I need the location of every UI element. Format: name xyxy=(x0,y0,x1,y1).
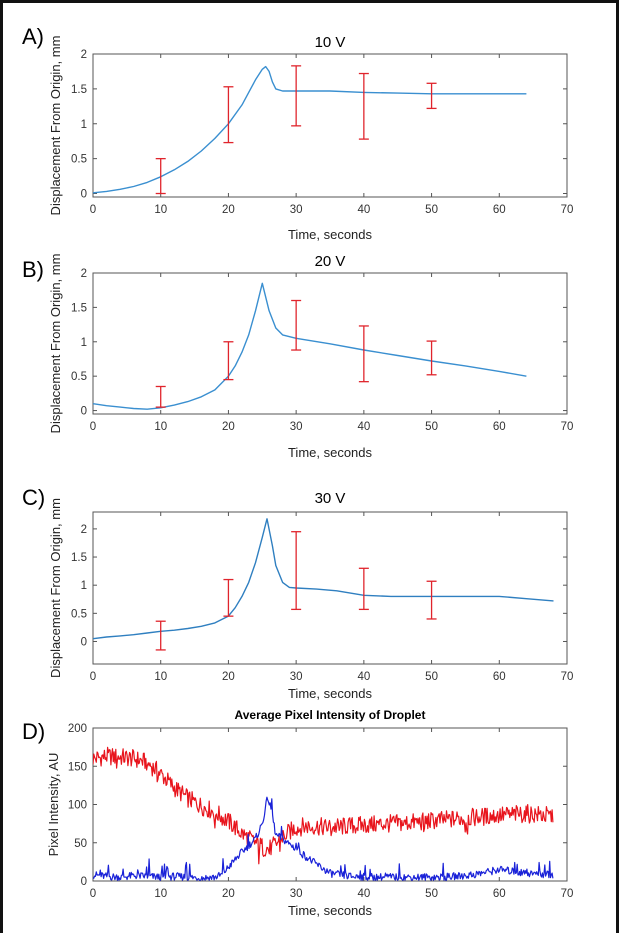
series-line-1 xyxy=(93,518,554,640)
chart-title: 30 V xyxy=(315,490,346,507)
error-bar xyxy=(155,157,166,195)
error-bar xyxy=(155,385,166,408)
x-axis-label: Time, seconds xyxy=(288,227,373,242)
series-line-1 xyxy=(93,746,554,865)
x-tick-label: 60 xyxy=(493,671,506,683)
x-tick-label: 50 xyxy=(425,888,438,900)
plot-area xyxy=(92,53,568,198)
y-tick-label: 0 xyxy=(81,876,87,888)
y-tick-label: 0 xyxy=(81,406,87,418)
y-tick-label: 1 xyxy=(81,119,87,131)
error-bar xyxy=(223,578,234,617)
y-tick-label: 2 xyxy=(81,268,87,280)
x-tick-label: 30 xyxy=(290,888,303,900)
error-bar xyxy=(291,299,302,351)
error-bar xyxy=(291,65,302,127)
x-tick-label: 20 xyxy=(222,421,235,433)
x-tick-label: 20 xyxy=(222,888,235,900)
error-bar xyxy=(291,531,302,611)
x-tick-label: 10 xyxy=(154,421,167,433)
chart-panel-4: D) Average Pixel Intensity of Droplet 0 10 2… xyxy=(22,708,573,918)
chart-panel-2: B) 20 V 0 10 20 30 40 50 60 70 0 0.5 1 1.5 2 Time, seco… xyxy=(22,253,573,460)
chart-title: Average Pixel Intensity of Droplet xyxy=(235,708,426,722)
panel-letter: C) xyxy=(22,485,45,510)
x-tick-label: 50 xyxy=(425,204,438,216)
error-bar xyxy=(426,82,437,110)
error-bar xyxy=(155,620,166,651)
x-tick-label: 20 xyxy=(222,671,235,683)
x-tick-label: 60 xyxy=(493,421,506,433)
y-tick-label: 1.5 xyxy=(71,302,87,314)
x-tick-label: 50 xyxy=(425,421,438,433)
chart-title: 20 V xyxy=(315,253,346,270)
x-tick-label: 0 xyxy=(90,671,96,683)
y-axis-label: Displacement From Origin, mm xyxy=(48,498,63,678)
panel-letter: A) xyxy=(22,24,44,49)
error-bar xyxy=(223,341,234,381)
error-bar xyxy=(426,340,437,376)
x-tick-label: 30 xyxy=(290,671,303,683)
x-tick-label: 40 xyxy=(357,671,370,683)
y-axis-label: Displacement From Origin, mm xyxy=(48,254,63,434)
chart-panel-1: A) 10 V 0 10 20 30 40 50 60 70 0 0.5 1 1.5 2 Time, seco… xyxy=(22,24,573,242)
y-tick-label: 1 xyxy=(81,337,87,349)
x-tick-label: 10 xyxy=(154,204,167,216)
y-tick-label: 0.5 xyxy=(71,154,87,166)
y-tick-label: 1.5 xyxy=(71,552,87,564)
x-tick-label: 10 xyxy=(154,671,167,683)
y-tick-label: 2 xyxy=(81,49,87,61)
panel-letter: B) xyxy=(22,257,44,282)
y-tick-label: 100 xyxy=(68,800,87,812)
x-tick-label: 70 xyxy=(561,888,574,900)
plot-area xyxy=(92,272,568,415)
y-tick-label: 0.5 xyxy=(71,608,87,620)
x-tick-label: 70 xyxy=(561,421,574,433)
error-bar xyxy=(358,325,369,383)
error-bar xyxy=(358,567,369,611)
y-tick-label: 2 xyxy=(81,524,87,536)
plot-area xyxy=(92,727,568,882)
y-tick-label: 50 xyxy=(74,838,87,850)
x-tick-label: 60 xyxy=(493,204,506,216)
x-axis-label: Time, seconds xyxy=(288,686,373,701)
x-tick-label: 40 xyxy=(357,421,370,433)
y-tick-label: 0.5 xyxy=(71,371,87,383)
series-line-1 xyxy=(93,65,527,194)
error-bar xyxy=(426,580,437,620)
chart-title: 10 V xyxy=(315,34,346,51)
x-tick-label: 30 xyxy=(290,204,303,216)
x-tick-label: 70 xyxy=(561,204,574,216)
y-tick-label: 1.5 xyxy=(71,84,87,96)
x-tick-label: 10 xyxy=(154,888,167,900)
plot-area xyxy=(92,511,568,665)
y-tick-label: 0 xyxy=(81,189,87,201)
y-axis-label: Pixel Intensity, AU xyxy=(46,753,61,857)
series-line-2 xyxy=(93,796,554,881)
x-tick-label: 0 xyxy=(90,421,96,433)
error-bar xyxy=(223,86,234,144)
x-tick-label: 30 xyxy=(290,421,303,433)
y-tick-label: 150 xyxy=(68,761,87,773)
x-axis-label: Time, seconds xyxy=(288,903,373,918)
error-bar xyxy=(358,72,369,140)
y-tick-label: 1 xyxy=(81,580,87,592)
y-axis-label: Displacement From Origin, mm xyxy=(48,36,63,216)
x-tick-label: 50 xyxy=(425,671,438,683)
x-tick-label: 20 xyxy=(222,204,235,216)
x-tick-label: 0 xyxy=(90,204,96,216)
chart-panel-3: C) 30 V 0 10 20 30 40 50 60 70 0 0.5 1 1.5 2 Time, seco… xyxy=(22,485,573,701)
x-axis-label: Time, seconds xyxy=(288,445,373,460)
x-tick-label: 40 xyxy=(357,204,370,216)
x-tick-label: 60 xyxy=(493,888,506,900)
y-tick-label: 0 xyxy=(81,636,87,648)
panel-letter: D) xyxy=(22,719,45,744)
y-tick-label: 200 xyxy=(68,723,87,735)
series-line-1 xyxy=(93,282,527,410)
x-tick-label: 70 xyxy=(561,671,574,683)
x-tick-label: 40 xyxy=(357,888,370,900)
x-tick-label: 0 xyxy=(90,888,96,900)
